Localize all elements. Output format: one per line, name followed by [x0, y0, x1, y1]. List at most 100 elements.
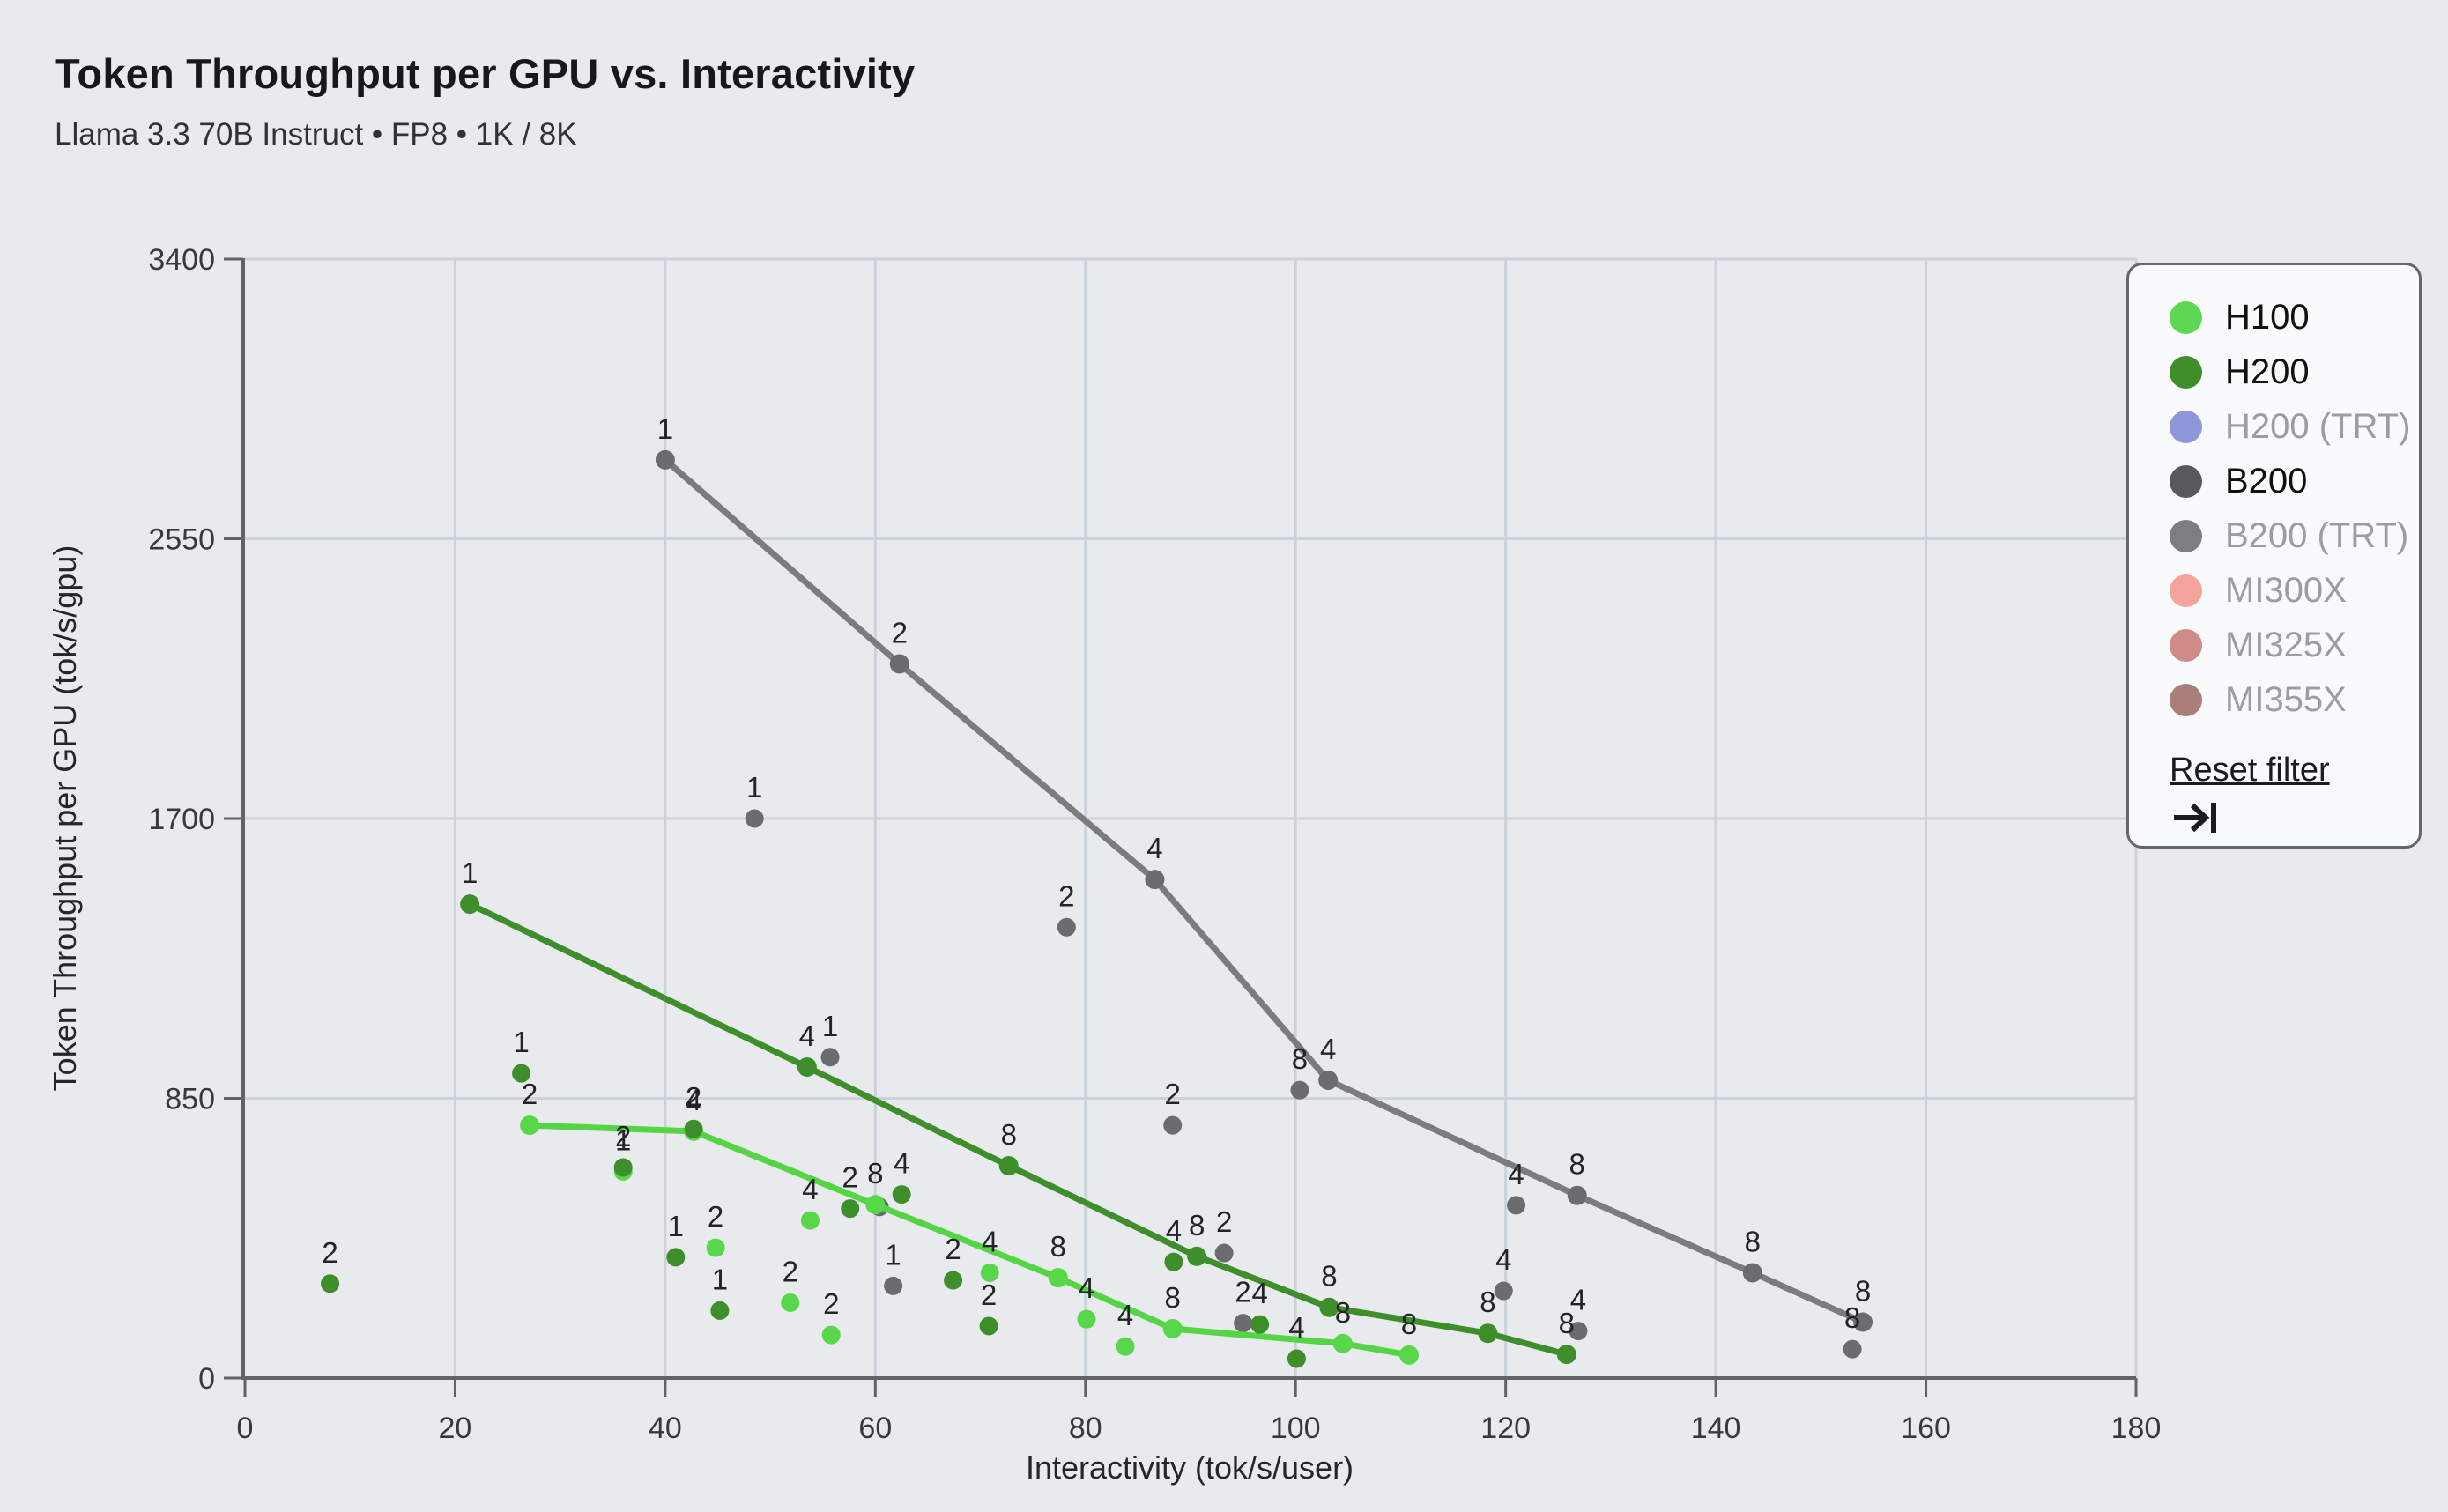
arrow-to-bar-icon — [2174, 803, 2216, 833]
y-tick-label: 1700 — [148, 803, 215, 836]
legend-swatch-icon — [2170, 355, 2202, 389]
data-point-H200[interactable] — [321, 1274, 340, 1293]
data-point-B200[interactable] — [745, 809, 764, 828]
point-label: 2 — [322, 1236, 338, 1269]
data-point-H200[interactable] — [998, 1156, 1019, 1176]
data-point-B200[interactable] — [820, 1048, 840, 1067]
legend-item-b200[interactable]: B200 — [2170, 454, 2419, 508]
data-point-B200[interactable] — [1742, 1263, 1762, 1283]
legend-item-h100[interactable]: H100 — [2170, 290, 2419, 345]
y-tick-label: 3400 — [148, 243, 215, 277]
data-point-B200[interactable] — [1567, 1185, 1587, 1205]
legend-item-mi300x[interactable]: MI300X — [2170, 563, 2419, 618]
x-tick-label: 160 — [1901, 1412, 1951, 1445]
point-label: 4 — [1252, 1277, 1268, 1309]
legend-item-h200[interactable]: H200 — [2170, 345, 2419, 399]
data-point-B200[interactable] — [1569, 1322, 1588, 1341]
data-point-H200[interactable] — [944, 1271, 963, 1290]
data-point-B200[interactable] — [1853, 1312, 1873, 1332]
point-label: 8 — [1855, 1275, 1871, 1308]
point-label: 4 — [802, 1173, 818, 1205]
data-point-H200[interactable] — [1250, 1315, 1270, 1334]
data-point-H100[interactable] — [1048, 1268, 1068, 1288]
point-label: 4 — [982, 1225, 998, 1257]
data-point-B200[interactable] — [1234, 1314, 1253, 1333]
legend-panel: H100 H200 H200 (TRT) B200 B200 (TRT) MI300X MI… — [2126, 263, 2422, 849]
point-label: 4 — [1508, 1158, 1524, 1190]
point-label: 4 — [1288, 1311, 1304, 1344]
data-point-H200[interactable] — [1556, 1345, 1576, 1365]
data-point-B200[interactable] — [1163, 1115, 1183, 1135]
point-label: 1 — [712, 1263, 728, 1295]
data-point-H100[interactable] — [520, 1115, 540, 1136]
point-label: 1 — [668, 1210, 684, 1242]
data-point-H200[interactable] — [666, 1248, 686, 1267]
data-point-H200[interactable] — [1287, 1349, 1306, 1368]
data-point-B200[interactable] — [655, 449, 675, 470]
data-point-B200[interactable] — [1494, 1281, 1513, 1301]
point-label: 2 — [892, 616, 908, 649]
legend-item-b200-trt[interactable]: B200 (TRT) — [2170, 508, 2419, 563]
x-tick-label: 0 — [237, 1412, 254, 1445]
data-point-B200[interactable] — [1507, 1196, 1526, 1215]
data-point-H200[interactable] — [613, 1158, 633, 1177]
point-label: 2 — [823, 1287, 839, 1320]
data-point-H200[interactable] — [841, 1199, 860, 1219]
data-point-H100[interactable] — [1332, 1333, 1353, 1353]
point-label: 8 — [1321, 1260, 1337, 1293]
data-point-H200[interactable] — [684, 1119, 703, 1138]
legend-item-label: H100 — [2225, 297, 2310, 337]
data-point-H200[interactable] — [710, 1301, 730, 1320]
point-label: 2 — [783, 1255, 798, 1287]
legend-item-h200-trt[interactable]: H200 (TRT) — [2170, 399, 2419, 454]
point-label: 1 — [513, 1026, 529, 1058]
data-point-H100[interactable] — [781, 1293, 800, 1312]
data-point-B200[interactable] — [1214, 1243, 1234, 1263]
data-point-B200[interactable] — [889, 654, 909, 674]
x-tick-label: 100 — [1271, 1412, 1321, 1445]
data-point-H200[interactable] — [979, 1316, 998, 1336]
legend-items: H100 H200 H200 (TRT) B200 B200 (TRT) MI300X MI… — [2170, 290, 2419, 727]
point-label: 8 — [1001, 1118, 1017, 1151]
point-label: 4 — [799, 1019, 815, 1052]
data-point-H200[interactable] — [892, 1185, 911, 1204]
point-label: 4 — [1570, 1284, 1586, 1316]
legend-item-mi355x[interactable]: MI355X — [2170, 672, 2419, 727]
y-axis-title: Token Throughput per GPU (tok/s/gpu) — [47, 545, 83, 1092]
legend-item-mi325x[interactable]: MI325X — [2170, 618, 2419, 672]
data-point-H200[interactable] — [512, 1064, 531, 1083]
point-label: 1 — [746, 771, 762, 804]
data-point-B200[interactable] — [884, 1276, 903, 1295]
data-point-H200[interactable] — [1319, 1297, 1339, 1317]
data-point-H100[interactable] — [865, 1195, 886, 1215]
reset-filter-link[interactable]: Reset filter — [2170, 752, 2330, 789]
x-tick-label: 40 — [649, 1412, 682, 1445]
data-point-B200[interactable] — [1290, 1080, 1309, 1100]
data-point-B200[interactable] — [1318, 1070, 1339, 1090]
data-point-H100[interactable] — [1162, 1318, 1183, 1338]
data-point-H100[interactable] — [1398, 1345, 1419, 1365]
legend-item-label: MI300X — [2225, 570, 2347, 610]
data-point-H100[interactable] — [800, 1211, 820, 1230]
data-point-B200[interactable] — [1145, 870, 1165, 890]
data-point-B200[interactable] — [1057, 917, 1076, 937]
x-tick-label: 80 — [1069, 1412, 1102, 1445]
point-label: 4 — [1079, 1271, 1094, 1304]
data-point-H100[interactable] — [1077, 1309, 1096, 1329]
data-point-H100[interactable] — [1116, 1337, 1135, 1356]
data-point-H100[interactable] — [821, 1325, 841, 1345]
data-point-B200[interactable] — [1843, 1339, 1862, 1359]
data-point-H100[interactable] — [980, 1263, 999, 1282]
data-point-H100[interactable] — [706, 1238, 725, 1257]
legend-item-label: H200 (TRT) — [2225, 406, 2411, 446]
point-label: 2 — [1165, 1078, 1181, 1110]
data-point-H200[interactable] — [460, 894, 480, 915]
point-label: 8 — [1480, 1286, 1495, 1318]
data-point-H200[interactable] — [1478, 1323, 1498, 1344]
data-point-H200[interactable] — [1164, 1252, 1183, 1271]
data-point-H200[interactable] — [797, 1057, 817, 1078]
data-point-H200[interactable] — [1187, 1246, 1207, 1266]
point-label: 1 — [657, 412, 673, 445]
